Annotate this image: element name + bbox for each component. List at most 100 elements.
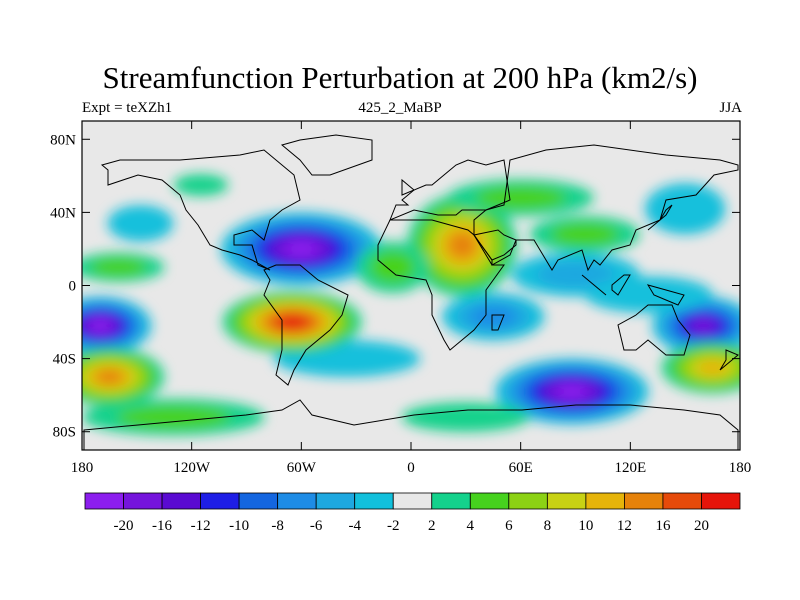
field-feature [82, 347, 165, 407]
field-feature [107, 205, 174, 242]
colorbar-swatch [546, 492, 587, 510]
continent-outline [100, 149, 301, 271]
field-contour [644, 183, 726, 235]
continent-outline [617, 304, 691, 356]
continent-outline [473, 229, 517, 261]
continent-outline [719, 349, 739, 371]
field-feature [652, 296, 740, 355]
x-tick-label: 120W [173, 460, 211, 476]
field-contour [697, 360, 728, 376]
continent-outline [83, 399, 739, 450]
continent-outline [377, 219, 505, 351]
colorbar-swatch [238, 492, 279, 510]
field-feature [442, 292, 545, 341]
continent-outline [646, 284, 685, 306]
colorbar-swatch [431, 492, 471, 510]
x-axis: 180 120W 60W 0 60E 120E 180 [71, 121, 752, 476]
x-tick-label: 180 [729, 460, 752, 476]
colorbar-swatch [123, 492, 163, 510]
colorbar-label: 2 [428, 518, 436, 534]
contour-field [82, 174, 740, 436]
field-feature [644, 183, 726, 235]
colorbar-label: -10 [229, 518, 249, 534]
colorbar-label: 20 [694, 518, 709, 534]
colorbar-swatch [161, 492, 201, 510]
continent-outline [473, 144, 739, 272]
colorbar-label: -2 [387, 518, 400, 534]
field-feature [356, 241, 430, 293]
colorbar-label: 8 [544, 518, 552, 534]
y-tick-label: 40N [50, 205, 76, 221]
field-contour [401, 402, 530, 432]
field-contour [96, 369, 123, 384]
field-feature [82, 398, 265, 436]
field-contour [448, 232, 476, 258]
field-contour [279, 316, 306, 328]
colorbar-label: -4 [348, 518, 361, 534]
field-feature [82, 296, 152, 355]
field-contour [557, 385, 587, 398]
field-contour [584, 276, 713, 313]
experiment-label: Expt = teXZh1 [82, 100, 173, 116]
field-feature [661, 342, 740, 394]
colorbar-label: -6 [310, 518, 323, 534]
colorbar-swatch [277, 492, 317, 510]
continent-outline [401, 178, 415, 196]
field-contour [107, 205, 174, 242]
season-label: JJA [719, 100, 742, 116]
y-tick-label: 80S [53, 425, 76, 441]
x-tick-label: 0 [407, 460, 415, 476]
case-label: 425_2_MaBP [358, 100, 442, 116]
y-tick-label: 40S [53, 352, 76, 368]
continent-outline [389, 159, 511, 221]
y-tick-label: 0 [69, 279, 77, 295]
continent-outline [581, 274, 607, 296]
x-tick-label: 60W [287, 460, 317, 476]
colorbar-label: 12 [617, 518, 632, 534]
colorbar-label: 16 [655, 518, 671, 534]
field-feature [222, 290, 362, 354]
continent-outline [491, 314, 505, 331]
field-contour [470, 306, 516, 328]
coastline [83, 134, 739, 450]
field-contour [692, 319, 715, 332]
field-contour [90, 320, 110, 332]
field-feature [529, 216, 640, 253]
colorbar-swatch [469, 492, 510, 510]
colorbar-swatch [508, 492, 548, 510]
colorbar-swatch [662, 492, 702, 510]
colorbar-label: -16 [152, 518, 172, 534]
colorbar: -20 -16 -12 -10 -8 -6 -4 -2 2 4 6 8 10 12 16 20 [84, 492, 741, 534]
colorbar-label: 4 [467, 518, 475, 534]
field-contour [90, 258, 147, 277]
field-contour [286, 242, 317, 256]
field-feature [173, 174, 229, 196]
continent-outline [611, 274, 631, 296]
y-axis: 80N 40N 0 40S 80S [50, 132, 740, 441]
colorbar-label: -8 [271, 518, 284, 534]
field-contour [173, 174, 229, 196]
field-contour [536, 261, 615, 289]
x-tick-label: 120E [614, 460, 646, 476]
colorbar-swatch [315, 492, 356, 510]
x-tick-label: 180 [71, 460, 94, 476]
field-contour [550, 223, 619, 246]
colorbar-label: -12 [191, 518, 211, 534]
field-feature [447, 179, 594, 217]
field-feature [401, 402, 530, 432]
colorbar-label: 6 [505, 518, 513, 534]
field-feature [220, 212, 382, 286]
colorbar-swatch [354, 492, 394, 510]
continent-outline [280, 134, 373, 176]
field-feature [495, 358, 649, 425]
colorbar-swatch [701, 492, 741, 510]
continent-outline [647, 204, 673, 231]
x-tick-label: 60E [509, 460, 533, 476]
field-contour [370, 251, 416, 283]
colorbar-swatch [392, 492, 433, 510]
field-feature [82, 252, 165, 282]
continent-outline [263, 264, 349, 386]
field-contour [117, 405, 230, 429]
colorbar-swatch [624, 492, 664, 510]
